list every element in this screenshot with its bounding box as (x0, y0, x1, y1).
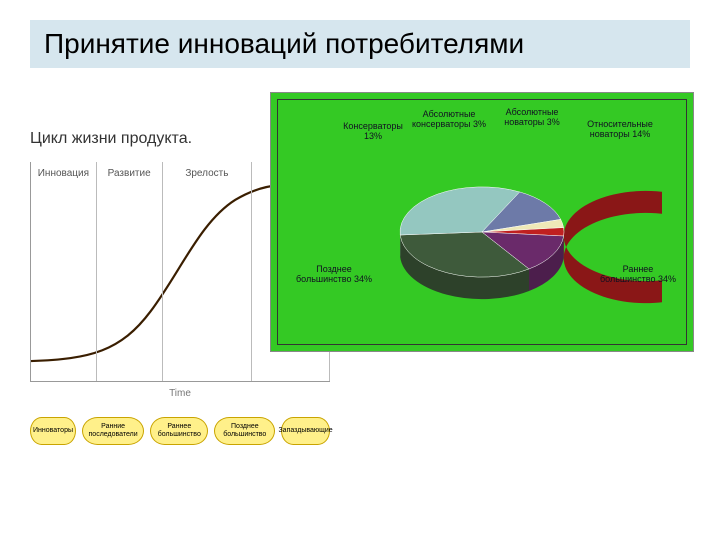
pie-slice-label: Консерваторы 13% (334, 122, 412, 142)
life-cycle-phase-label: Развитие (97, 168, 162, 179)
pie-panel: Раннее большинство 34% Позднее большинств… (270, 92, 694, 352)
page-title: Принятие инноваций потребителями (44, 28, 524, 60)
pie-inner: Раннее большинство 34% Позднее большинств… (277, 99, 687, 345)
life-cycle-phase-label: Зрелость (163, 168, 252, 179)
life-cycle-phase: Инновация (31, 162, 97, 381)
slide: Принятие инноваций потребителями Цикл жи… (0, 0, 720, 540)
pie-slice-label: Абсолютные новаторы 3% (492, 108, 572, 128)
life-cycle-phase-label: Инновация (31, 168, 96, 179)
pie-chart (302, 117, 662, 347)
adopter-pill: Инноваторы (30, 417, 76, 445)
adopter-pill: Ранние последователи (82, 417, 144, 445)
pie-slice-label: Относительные новаторы 14% (574, 120, 666, 140)
pie-slice-label: Позднее большинство 34% (292, 265, 376, 285)
life-cycle-phase: Развитие (97, 162, 163, 381)
pie-slice-label: Раннее большинство 34% (598, 265, 678, 285)
adopter-pill: Раннее большинство (150, 417, 208, 445)
adopter-pill: Позднее большинство (214, 417, 275, 445)
life-cycle-phase: Зрелость (163, 162, 253, 381)
adopter-pill: Запаздывающие (281, 417, 330, 445)
adopter-pill-row: ИнноваторыРанние последователиРаннее бол… (30, 417, 330, 445)
x-axis-label: Time (30, 388, 330, 399)
title-bar: Принятие инноваций потребителями (30, 20, 690, 68)
pie-slice-side (564, 191, 662, 303)
pie-slice-label: Абсолютные консерваторы 3% (406, 110, 492, 130)
